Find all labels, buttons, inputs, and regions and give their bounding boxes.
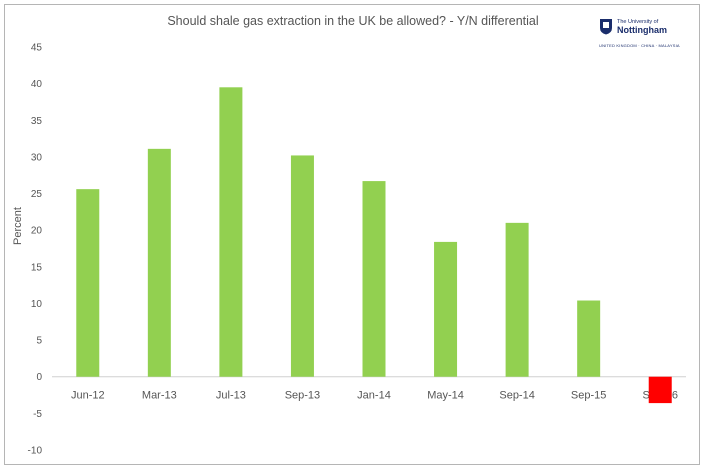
bar	[577, 300, 601, 377]
y-tick-label: 30	[31, 152, 43, 163]
x-tick-label: May-14	[427, 390, 464, 402]
y-tick-label: -5	[33, 409, 42, 420]
y-tick-label: 10	[31, 299, 43, 310]
x-tick-label: Jul-13	[216, 390, 246, 402]
x-tick-label: Sep-15	[571, 390, 606, 402]
chart-frame	[4, 4, 700, 465]
bar	[147, 148, 171, 377]
y-tick-label: 0	[36, 372, 42, 383]
bar	[76, 189, 100, 377]
x-tick-label: Mar-13	[142, 390, 177, 402]
y-tick-label: 45	[31, 43, 43, 54]
bar	[362, 181, 386, 377]
x-tick-label: Jun-12	[71, 390, 105, 402]
logo-line2: Nottingham	[617, 25, 667, 35]
x-tick-label: Sep-13	[285, 390, 320, 402]
y-tick-label: 15	[31, 262, 43, 273]
crest-icon	[600, 19, 612, 35]
university-logo: The University of Nottingham UNITED KING…	[597, 16, 697, 52]
bar	[434, 241, 458, 377]
y-tick-label: 35	[31, 116, 43, 127]
y-tick-label: -10	[28, 446, 43, 457]
y-tick-label: 40	[31, 79, 43, 90]
y-tick-label: 5	[36, 336, 42, 347]
y-tick-label: 25	[31, 189, 43, 200]
x-tick-label: Sep-14	[499, 390, 534, 402]
bar	[505, 222, 529, 377]
logo-tagline: UNITED KINGDOM · CHINA · MALAYSIA	[599, 43, 680, 48]
chart-title: Should shale gas extraction in the UK be…	[167, 14, 539, 28]
x-tick-label: Jan-14	[357, 390, 391, 402]
bar	[648, 376, 672, 404]
y-tick-label: 20	[31, 226, 43, 237]
bar	[219, 87, 243, 377]
bar	[290, 155, 314, 377]
logo-line1: The University of	[617, 19, 659, 25]
